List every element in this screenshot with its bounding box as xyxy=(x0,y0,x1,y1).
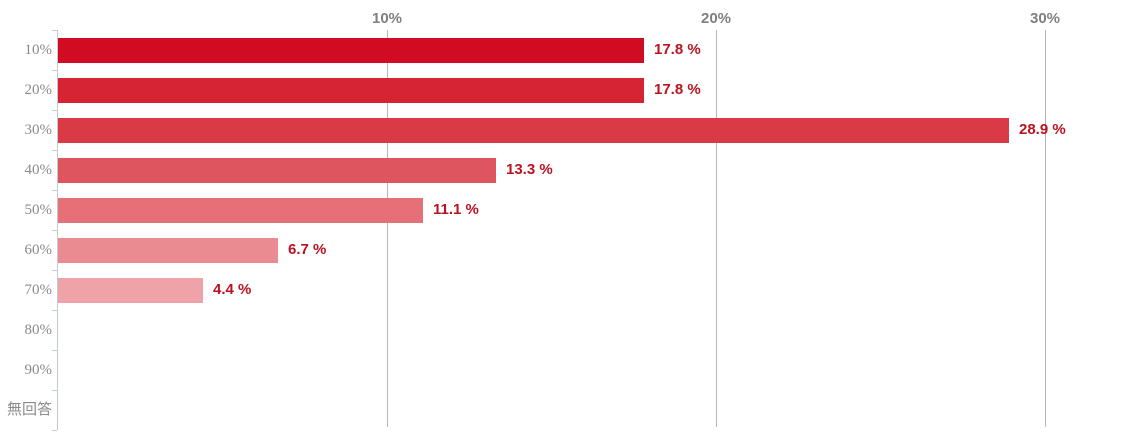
x-axis-tick-label: 10% xyxy=(371,10,403,27)
y-axis-tick xyxy=(52,110,57,111)
bar xyxy=(58,278,203,303)
y-axis-tick xyxy=(52,150,57,151)
gridline xyxy=(1045,30,1046,427)
bar xyxy=(58,158,496,183)
bar-value-label: 6.7 % xyxy=(288,241,327,258)
bar xyxy=(58,238,278,263)
category-label: 90% xyxy=(24,362,53,378)
category-label: 40% xyxy=(24,162,53,178)
y-axis-tick xyxy=(52,270,57,271)
category-label: 30% xyxy=(24,122,53,138)
bar-value-label: 17.8 % xyxy=(654,41,701,58)
y-axis-tick xyxy=(52,310,57,311)
bar-value-label: 17.8 % xyxy=(654,81,701,98)
y-axis-tick xyxy=(52,190,57,191)
category-label: 80% xyxy=(24,322,53,338)
category-label: 50% xyxy=(24,202,53,218)
bar xyxy=(58,118,1009,143)
category-label: 20% xyxy=(24,82,53,98)
x-axis-tick-label: 30% xyxy=(1029,10,1061,27)
y-axis-tick xyxy=(52,430,57,431)
gridline xyxy=(387,30,388,427)
bar-value-label: 13.3 % xyxy=(506,161,553,178)
bar-value-label: 4.4 % xyxy=(213,281,252,298)
category-label: 60% xyxy=(24,242,53,258)
bar-value-label: 11.1 % xyxy=(433,201,479,218)
y-axis-tick xyxy=(52,390,57,391)
y-axis-tick xyxy=(52,230,57,231)
y-axis-tick xyxy=(52,30,57,31)
y-axis-tick xyxy=(52,350,57,351)
y-axis-line xyxy=(57,30,58,430)
bar-value-label: 28.9 % xyxy=(1019,121,1066,138)
category-label: 70% xyxy=(24,282,53,298)
bar xyxy=(58,198,423,223)
gridline xyxy=(716,30,717,427)
category-label: 10% xyxy=(24,42,53,58)
bar xyxy=(58,38,644,63)
x-axis-tick-label: 20% xyxy=(700,10,732,27)
category-label: 無回答 xyxy=(6,402,52,418)
y-axis-tick xyxy=(52,70,57,71)
bar xyxy=(58,78,644,103)
